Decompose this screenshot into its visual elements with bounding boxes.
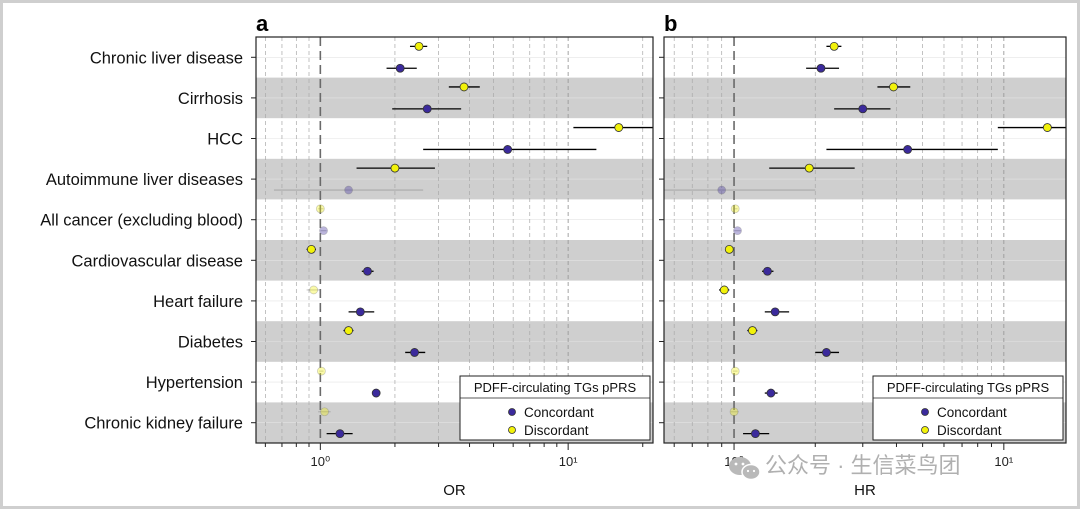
point-discordant: [614, 123, 624, 132]
point-discordant: [320, 407, 329, 417]
x-tick-label: 10¹: [994, 454, 1013, 469]
point-concordant: [858, 104, 868, 114]
legend-entry-concordant: Concordant: [524, 405, 594, 420]
category-label: Chronic kidney failure: [84, 415, 243, 433]
point-concordant: [822, 348, 831, 357]
point-concordant: [733, 226, 742, 236]
legend-entry-discordant: Discordant: [524, 423, 589, 438]
legend-marker-concordant: [508, 408, 516, 416]
panel-label: b: [664, 11, 677, 36]
category-label: Autoimmune liver diseases: [46, 171, 243, 189]
point-discordant: [719, 285, 729, 295]
x-tick-label: 10⁰: [311, 454, 331, 469]
point-concordant: [355, 307, 365, 317]
point-discordant: [829, 41, 839, 51]
legend-box: [459, 375, 651, 441]
point-concordant: [717, 185, 727, 195]
category-label: Diabetes: [178, 334, 243, 352]
x-axis-label: HR: [854, 482, 876, 499]
point-discordant: [724, 244, 734, 254]
point-discordant: [390, 163, 400, 173]
point-concordant: [395, 63, 405, 73]
point-discordant: [414, 41, 424, 51]
wechat-icon: [729, 457, 761, 481]
category-label: Chronic liver disease: [90, 49, 243, 67]
watermark-text: 公众号 · 生信菜鸟团: [765, 453, 961, 478]
legend-box: [872, 375, 1064, 441]
panel-b: 10⁰10¹HRbPDFF-circulating TGs pPRSConcor…: [659, 11, 1067, 499]
point-discordant: [459, 82, 469, 92]
category-label: Hypertension: [146, 374, 243, 392]
point-discordant: [309, 285, 319, 295]
point-concordant: [770, 307, 780, 317]
legend-title: PDFF-circulating TGs pPRS: [887, 380, 1050, 395]
legend-marker-concordant: [921, 408, 929, 416]
category-label: Heart failure: [153, 293, 243, 311]
point-concordant: [344, 185, 353, 195]
point-discordant: [889, 82, 898, 92]
x-axis-label: OR: [443, 482, 466, 499]
panels-layer: 10⁰ 10¹ OR a PDFF-circulating TGs pPRS Concor…: [251, 11, 1067, 499]
legend-entry-concordant: Concordant: [937, 405, 1007, 420]
point-concordant: [751, 429, 760, 439]
point-discordant: [306, 244, 316, 254]
category-label: Cardiovascular disease: [71, 252, 243, 270]
legend: PDFF-circulating TGs pPRS Concordant Disco…: [459, 375, 651, 441]
point-discordant: [730, 366, 740, 376]
point-discordant: [748, 326, 757, 335]
point-concordant: [766, 388, 776, 398]
point-discordant: [317, 366, 326, 376]
point-concordant: [816, 63, 826, 73]
legend: PDFF-circulating TGs pPRS Concordant Disco…: [872, 375, 1064, 441]
category-label: HCC: [207, 131, 243, 149]
point-discordant: [730, 204, 740, 214]
point-concordant: [903, 145, 913, 154]
panel-label: a: [256, 11, 269, 36]
category-labels: Chronic liver disease Cirrhosis HCC Autoimm…: [40, 49, 243, 432]
point-concordant: [422, 104, 432, 114]
point-discordant: [729, 407, 739, 417]
panel-frame: [663, 36, 1067, 444]
point-concordant: [319, 226, 328, 236]
category-label: All cancer (excluding blood): [40, 212, 243, 230]
point-concordant: [371, 388, 381, 398]
panel-frame: [255, 36, 654, 444]
x-tick-label: 10¹: [559, 454, 578, 469]
legend-marker-discordant: [508, 426, 516, 434]
legend-title: PDFF-circulating TGs pPRS: [474, 380, 637, 395]
point-discordant: [804, 163, 814, 173]
category-label: Cirrhosis: [178, 90, 243, 108]
panel-a: 10⁰ 10¹ OR a PDFF-circulating TGs pPRS Concor…: [251, 11, 654, 499]
point-discordant: [1042, 123, 1052, 132]
point-discordant: [344, 326, 353, 335]
point-concordant: [503, 145, 513, 154]
point-concordant: [335, 429, 345, 439]
watermark: 公众号 · 生信菜鸟团: [729, 453, 961, 481]
legend-entry-discordant: Discordant: [937, 423, 1002, 438]
point-discordant: [315, 204, 325, 214]
legend-marker-discordant: [921, 426, 929, 434]
point-concordant: [763, 266, 772, 276]
point-concordant: [410, 348, 419, 357]
point-concordant: [363, 266, 372, 276]
